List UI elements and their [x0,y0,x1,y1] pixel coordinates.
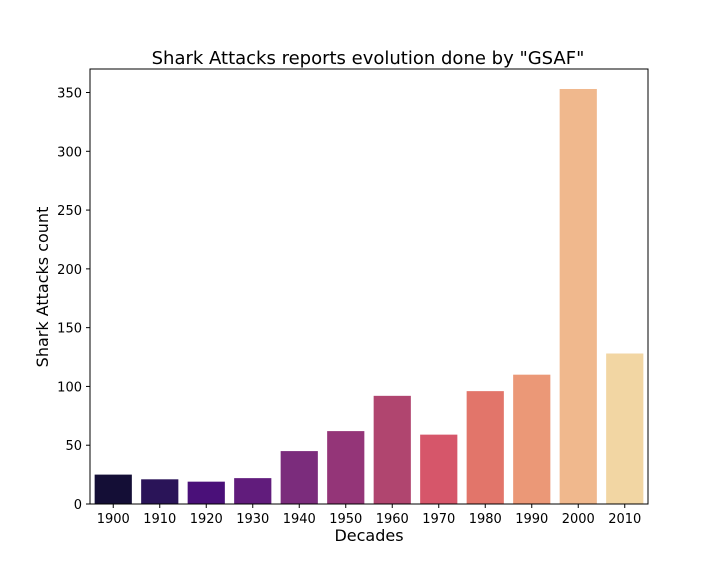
bar-1950 [327,431,365,504]
x-tick-label-1900: 1900 [97,512,130,527]
y-axis-label: Shark Attacks count [33,207,52,368]
x-tick-label-1920: 1920 [190,512,223,527]
x-axis: 1900 1910 1920 1930 1940 1950 1960 1970 1980 1990… [97,504,641,527]
x-tick-label-1950: 1950 [329,512,362,527]
x-tick-label-1940: 1940 [283,512,316,527]
bar-1900 [94,474,132,504]
bar-1960 [373,395,411,504]
x-axis-label: Decades [334,526,403,545]
y-tick-label-350: 350 [57,87,82,102]
bar-2010 [606,353,644,504]
y-tick-label-200: 200 [57,263,82,278]
x-tick-label-2000: 2000 [562,512,595,527]
bar-2000 [559,88,597,505]
y-tick-label-100: 100 [57,380,82,395]
bar-1980 [466,391,504,504]
x-tick-label-1970: 1970 [422,512,455,527]
bar-1910 [141,479,179,504]
x-tick-label-1910: 1910 [143,512,176,527]
x-tick-label-1980: 1980 [469,512,502,527]
bar-1930 [234,478,272,504]
x-tick-label-1990: 1990 [515,512,548,527]
x-tick-label-1930: 1930 [236,512,269,527]
bar-1970 [420,434,458,504]
y-tick-label-250: 250 [57,204,82,219]
x-tick-label-1960: 1960 [376,512,409,527]
bar-1920 [187,481,225,504]
bar-1990 [513,374,551,504]
y-tick-label-50: 50 [65,439,82,454]
y-tick-label-300: 300 [57,145,82,160]
plot-frame [89,68,649,505]
bar-1940 [280,451,318,504]
x-tick-label-2010: 2010 [608,512,641,527]
bars [94,88,644,505]
y-tick-label-150: 150 [57,322,82,337]
y-tick-label-0: 0 [74,498,82,513]
y-axis: 0 50 100 150 200 250 300 350 [57,87,90,513]
chart-title: Shark Attacks reports evolution done by … [152,48,585,69]
